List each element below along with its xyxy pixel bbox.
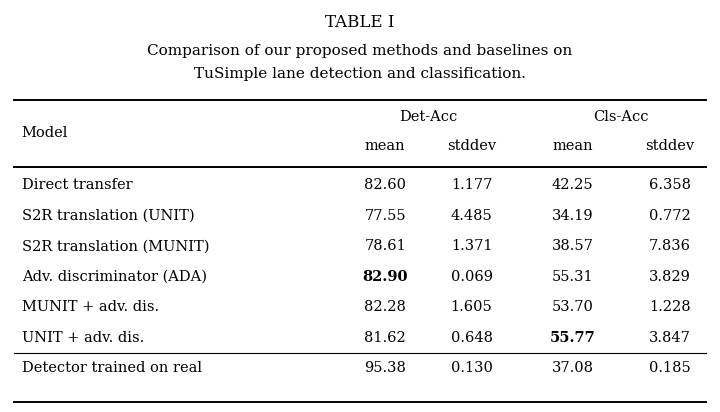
Text: 0.069: 0.069 (451, 270, 492, 284)
Text: mean: mean (552, 139, 593, 152)
Text: 82.60: 82.60 (364, 178, 406, 192)
Text: 0.130: 0.130 (451, 361, 492, 375)
Text: 1.371: 1.371 (451, 239, 492, 253)
Text: 55.31: 55.31 (552, 270, 593, 284)
Text: 55.77: 55.77 (549, 331, 595, 345)
Text: 0.185: 0.185 (649, 361, 690, 375)
Text: S2R translation (MUNIT): S2R translation (MUNIT) (22, 239, 209, 253)
Text: 1.605: 1.605 (451, 300, 492, 314)
Text: 1.228: 1.228 (649, 300, 690, 314)
Text: 42.25: 42.25 (552, 178, 593, 192)
Text: 38.57: 38.57 (552, 239, 593, 253)
Text: stddev: stddev (447, 139, 496, 152)
Text: 3.847: 3.847 (649, 331, 690, 345)
Text: 78.61: 78.61 (364, 239, 406, 253)
Text: 6.358: 6.358 (649, 178, 690, 192)
Text: 53.70: 53.70 (552, 300, 593, 314)
Text: 1.177: 1.177 (451, 178, 492, 192)
Text: TABLE I: TABLE I (325, 14, 395, 31)
Text: 95.38: 95.38 (364, 361, 406, 375)
Text: 0.772: 0.772 (649, 209, 690, 223)
Text: S2R translation (UNIT): S2R translation (UNIT) (22, 209, 194, 223)
Text: 37.08: 37.08 (552, 361, 593, 375)
Text: 82.28: 82.28 (364, 300, 406, 314)
Text: Comparison of our proposed methods and baselines on: Comparison of our proposed methods and b… (148, 44, 572, 59)
Text: 7.836: 7.836 (649, 239, 690, 253)
Text: 77.55: 77.55 (364, 209, 406, 223)
Text: Model: Model (22, 126, 68, 140)
Text: stddev: stddev (645, 139, 694, 152)
Text: Det-Acc: Det-Acc (400, 110, 457, 124)
Text: MUNIT + adv. dis.: MUNIT + adv. dis. (22, 300, 158, 314)
Text: 34.19: 34.19 (552, 209, 593, 223)
Text: Direct transfer: Direct transfer (22, 178, 132, 192)
Text: Cls-Acc: Cls-Acc (593, 110, 649, 124)
Text: 0.648: 0.648 (451, 331, 492, 345)
Text: TuSimple lane detection and classification.: TuSimple lane detection and classificati… (194, 67, 526, 81)
Text: UNIT + adv. dis.: UNIT + adv. dis. (22, 331, 144, 345)
Text: 82.90: 82.90 (362, 270, 408, 284)
Text: 4.485: 4.485 (451, 209, 492, 223)
Text: 81.62: 81.62 (364, 331, 406, 345)
Text: Adv. discriminator (ADA): Adv. discriminator (ADA) (22, 270, 207, 284)
Text: mean: mean (365, 139, 405, 152)
Text: Detector trained on real: Detector trained on real (22, 361, 202, 375)
Text: 3.829: 3.829 (649, 270, 690, 284)
